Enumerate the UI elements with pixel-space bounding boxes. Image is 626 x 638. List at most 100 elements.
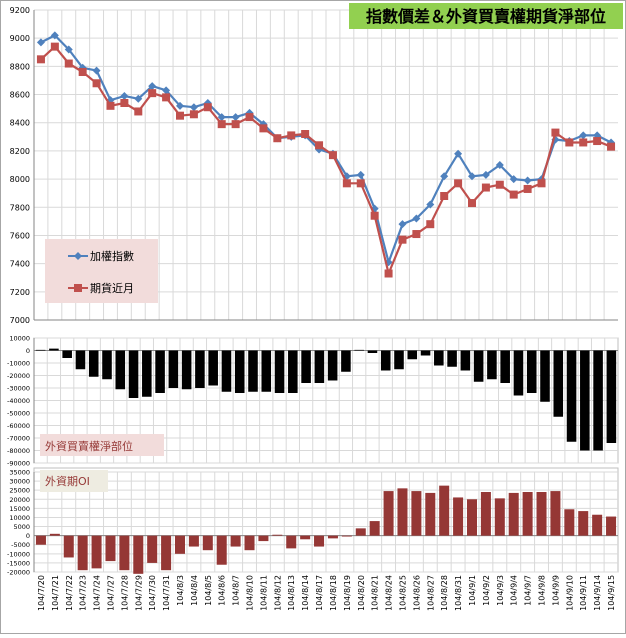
bar bbox=[536, 492, 547, 536]
bar bbox=[174, 535, 185, 554]
x-tick-label: 104/8/27 bbox=[426, 575, 435, 611]
data-point-index bbox=[148, 82, 157, 91]
bar bbox=[286, 535, 297, 549]
bar bbox=[526, 350, 537, 393]
bar bbox=[147, 535, 158, 563]
bar bbox=[593, 350, 603, 451]
y-tick-label: -90000 bbox=[7, 460, 30, 468]
futures-oi-label-box bbox=[40, 470, 108, 492]
data-point-index bbox=[495, 161, 504, 169]
bar bbox=[142, 350, 152, 397]
bar bbox=[407, 350, 418, 360]
data-point-futures bbox=[537, 179, 546, 188]
data-point-index bbox=[64, 45, 73, 54]
chart-title: 指數價差＆外資買賣權期貨淨部位 bbox=[366, 7, 606, 26]
y-tick-label: -60000 bbox=[7, 422, 30, 430]
bar bbox=[341, 350, 351, 372]
bar bbox=[221, 350, 232, 392]
bar bbox=[230, 535, 241, 547]
data-point-index bbox=[398, 220, 407, 229]
x-tick-label: 104/8/25 bbox=[399, 575, 408, 611]
data-point-futures bbox=[468, 199, 476, 208]
option-position-y-ticks: 10000 0 -10000 -20000 -30000 -40000 -50000 -600… bbox=[7, 335, 30, 468]
bar bbox=[272, 534, 283, 536]
bar bbox=[181, 350, 192, 390]
y-tick-label: -70000 bbox=[7, 435, 30, 443]
bar bbox=[397, 488, 408, 536]
bar bbox=[258, 535, 269, 542]
data-point-index bbox=[481, 170, 490, 179]
x-tick-label: 104/8/28 bbox=[440, 575, 449, 611]
data-point-futures bbox=[342, 179, 351, 188]
data-point-futures bbox=[412, 230, 421, 239]
data-point-futures bbox=[593, 137, 602, 146]
data-point-index bbox=[176, 101, 184, 110]
data-point-futures bbox=[50, 42, 59, 51]
data-point-futures bbox=[495, 180, 504, 189]
bar bbox=[49, 533, 60, 536]
x-tick-label: 104/9/11 bbox=[579, 575, 588, 611]
data-point-futures bbox=[245, 113, 254, 122]
y-tick-label: -50000 bbox=[7, 410, 30, 418]
y-tick-label: 35000 bbox=[9, 469, 30, 477]
bar bbox=[234, 350, 245, 393]
bar bbox=[513, 350, 524, 396]
data-point-index bbox=[134, 94, 143, 103]
legend: 加權指數 期貨近月 bbox=[45, 239, 158, 303]
data-point-futures bbox=[287, 131, 296, 140]
x-tick-label: 104/7/27 bbox=[107, 575, 116, 611]
data-point-futures bbox=[176, 111, 184, 120]
data-point-futures bbox=[301, 130, 310, 138]
x-tick-label: 104/8/31 bbox=[454, 575, 463, 611]
y-tick-label: 8000 bbox=[10, 175, 30, 184]
data-point-index bbox=[426, 200, 435, 209]
data-point-futures bbox=[64, 59, 73, 68]
bar bbox=[606, 516, 617, 536]
bar bbox=[420, 350, 431, 356]
x-tick-label: 104/7/28 bbox=[120, 575, 129, 611]
data-point-futures bbox=[120, 99, 129, 107]
x-tick-label: 104/8/4 bbox=[190, 575, 199, 606]
bar bbox=[75, 350, 86, 370]
bar bbox=[487, 350, 497, 380]
bar bbox=[367, 350, 378, 353]
legend-box bbox=[45, 239, 158, 303]
bar bbox=[244, 535, 255, 551]
x-tick-label: 104/8/19 bbox=[343, 575, 352, 611]
bar bbox=[77, 535, 88, 571]
data-point-futures bbox=[78, 68, 87, 76]
y-tick-label: 7000 bbox=[10, 316, 30, 325]
data-point-futures bbox=[454, 179, 463, 188]
bar bbox=[216, 535, 227, 565]
x-tick-label: 104/8/17 bbox=[315, 575, 324, 611]
y-tick-label: 7400 bbox=[10, 260, 30, 269]
bar bbox=[553, 350, 564, 417]
y-tick-label: 25000 bbox=[9, 487, 30, 495]
y-tick-label: -10000 bbox=[7, 360, 30, 368]
bar bbox=[522, 492, 533, 536]
x-tick-label: 104/8/21 bbox=[371, 575, 380, 611]
data-point-futures bbox=[217, 120, 226, 129]
bar bbox=[301, 350, 311, 383]
data-point-futures bbox=[162, 93, 171, 102]
data-point-futures bbox=[92, 79, 101, 88]
bar bbox=[188, 535, 199, 547]
x-tick-label: 104/8/18 bbox=[329, 575, 338, 611]
data-point-index bbox=[92, 66, 101, 75]
bar bbox=[564, 509, 575, 536]
data-point-index bbox=[509, 175, 518, 184]
bar bbox=[274, 350, 285, 393]
data-point-futures bbox=[315, 141, 324, 150]
y-tick-label: 7600 bbox=[10, 231, 30, 240]
bar bbox=[314, 350, 325, 383]
y-tick-label: 8200 bbox=[10, 147, 30, 156]
y-tick-label: 0 bbox=[26, 347, 30, 355]
y-tick-label: 15000 bbox=[9, 505, 30, 513]
data-point-futures bbox=[607, 142, 616, 151]
bar bbox=[592, 514, 603, 536]
bar bbox=[578, 511, 589, 536]
data-point-futures bbox=[370, 211, 379, 220]
y-tick-label: 10000 bbox=[9, 514, 30, 522]
